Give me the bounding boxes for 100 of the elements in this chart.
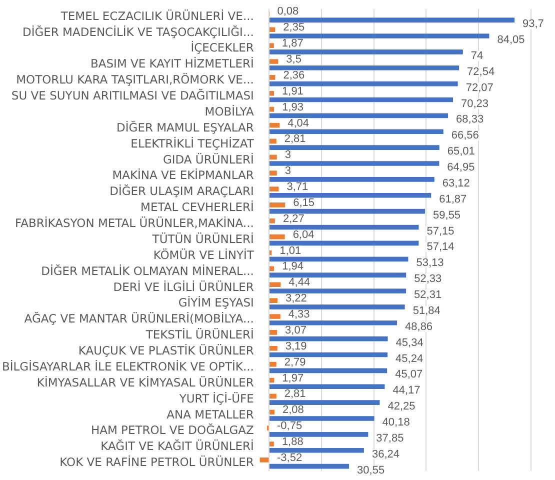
bar [270, 240, 419, 246]
bar [270, 320, 398, 326]
bar [270, 416, 374, 421]
data-label: 57,15 [426, 225, 454, 238]
y-tick-label: DİĞER METALİK OLMAYAN MİNERAL... [41, 264, 254, 278]
y-tick-label: MOBİLYA [204, 104, 254, 118]
bar [270, 410, 274, 415]
bar [270, 192, 432, 198]
bar [270, 272, 406, 278]
data-label: 6,15 [293, 196, 315, 209]
data-label: 70,23 [461, 98, 489, 110]
data-label: 30,55 [357, 464, 385, 476]
data-label: 2,81 [284, 388, 306, 400]
y-tick-label: BİLGİSAYARLAR İLE ELEKTRONİK VE OPTİK... [2, 359, 254, 374]
bar [270, 384, 385, 390]
y-tick-label: DİĞER MADENCİLİK VE TAŞOCAKÇILIĞI... [22, 24, 254, 39]
data-label: 3,22 [285, 292, 307, 305]
y-tick-label: GİYİM EŞYASI [178, 296, 254, 310]
data-label: 64,95 [447, 162, 475, 174]
data-label: 59,55 [433, 209, 461, 222]
data-label: 63,12 [442, 177, 470, 190]
data-label: 0,08 [277, 6, 299, 18]
data-label: 40,18 [382, 416, 410, 429]
y-tick-label: TEMEL ECZACILIK ÜRÜNLERİ VE... [60, 8, 254, 23]
data-label: 61,87 [439, 193, 467, 206]
y-tick-label: FABRİKASYON METAL ÜRÜNLER,MAKİNA... [15, 216, 254, 230]
bar [270, 145, 440, 150]
bar [270, 368, 388, 374]
bar [270, 106, 274, 112]
y-tick-label: TEKSTİL ÜRÜNLERİ [144, 328, 254, 342]
data-label: 1,93 [282, 101, 304, 114]
bar [270, 346, 278, 351]
bar [270, 186, 279, 192]
bar [270, 314, 280, 319]
data-label: 57,14 [426, 241, 454, 254]
data-label: 93,7 [522, 18, 544, 30]
y-tick-label: MOTORLU KARA TAŞITLARI,RÖMORK VE... [16, 72, 254, 87]
bar [270, 113, 448, 118]
bar [270, 442, 274, 446]
data-label: 3,19 [285, 340, 307, 352]
data-label: 1,01 [280, 244, 302, 257]
y-tick-label: ANA METALLER [166, 407, 254, 422]
y-tick-label: SU VE SUYUN ARITILMASI VE DAĞITILMASI [11, 88, 254, 103]
y-tick-label: MAKİNA VE EKİPMANLAR [112, 168, 254, 182]
bar [270, 304, 405, 310]
bar [270, 81, 458, 86]
bar [270, 122, 280, 128]
data-label: 4,04 [288, 117, 310, 130]
data-label: 2,79 [284, 356, 306, 368]
y-tick-label: GIDA ÜRÜNLERİ [162, 152, 254, 166]
y-tick-label: ELEKTRİKLİ TEÇHİZAT [130, 136, 255, 150]
data-label: 2,08 [282, 404, 304, 416]
bar [270, 330, 278, 335]
data-label: 65,01 [447, 146, 475, 158]
bar [270, 90, 274, 96]
bar [270, 448, 364, 453]
bar [270, 394, 276, 399]
bar [270, 27, 276, 32]
y-tick-label: HAM PETROL VE DOĞALGAZ [90, 423, 254, 438]
data-label: 44,17 [392, 384, 420, 397]
bar [270, 50, 463, 54]
data-label: 51,84 [412, 304, 440, 317]
y-tick-label: YURT İÇİ-ÜFE [178, 391, 254, 406]
data-label: 3,07 [285, 324, 306, 336]
y-tick-label: DERİ VE İLGİLİ ÜRÜNLER [113, 280, 254, 294]
bar [270, 97, 454, 102]
data-label: 2,35 [283, 22, 305, 34]
y-tick-label: KAUÇUK VE PLASTİK ÜRÜNLER [78, 344, 254, 358]
y-tick-label: BASIM VE KAYIT HİZMETLERİ [90, 56, 254, 71]
y-tick-label: TÜTÜN ÜRÜNLERİ [151, 232, 254, 246]
y-tick-label: DİĞER ULAŞIM ARAÇLARI [110, 184, 254, 198]
bar [270, 256, 408, 262]
data-label: 1,94 [282, 260, 304, 273]
bar [270, 352, 388, 358]
data-label: 1,97 [282, 372, 304, 384]
data-label: 1,91 [282, 85, 304, 98]
bar [270, 202, 286, 208]
data-label: 72,54 [467, 66, 495, 78]
data-label: 66,56 [451, 130, 479, 142]
bar [270, 34, 490, 38]
data-label: 52,33 [414, 273, 442, 286]
data-label: -3,52 [277, 452, 302, 464]
bar [270, 161, 440, 166]
data-label: 2,36 [283, 69, 305, 82]
data-label: 74 [470, 50, 484, 62]
data-label: 45,24 [396, 352, 424, 365]
data-label: 84,05 [497, 34, 525, 46]
data-label: 4,44 [288, 276, 310, 289]
data-label: 4,33 [288, 308, 310, 321]
data-label: 3,71 [286, 181, 308, 194]
data-label: 1,88 [282, 436, 304, 448]
data-label: 45,07 [395, 368, 423, 381]
y-tick-label: AĞAÇ VE MANTAR ÜRÜNLERİ(MOBİLYA... [24, 312, 254, 326]
bar [270, 75, 276, 80]
bar [270, 154, 277, 160]
data-label: 3,5 [286, 54, 302, 66]
bar [270, 336, 388, 342]
bar [270, 170, 277, 176]
data-label: 37,85 [376, 432, 404, 444]
data-label: 45,34 [396, 336, 424, 349]
